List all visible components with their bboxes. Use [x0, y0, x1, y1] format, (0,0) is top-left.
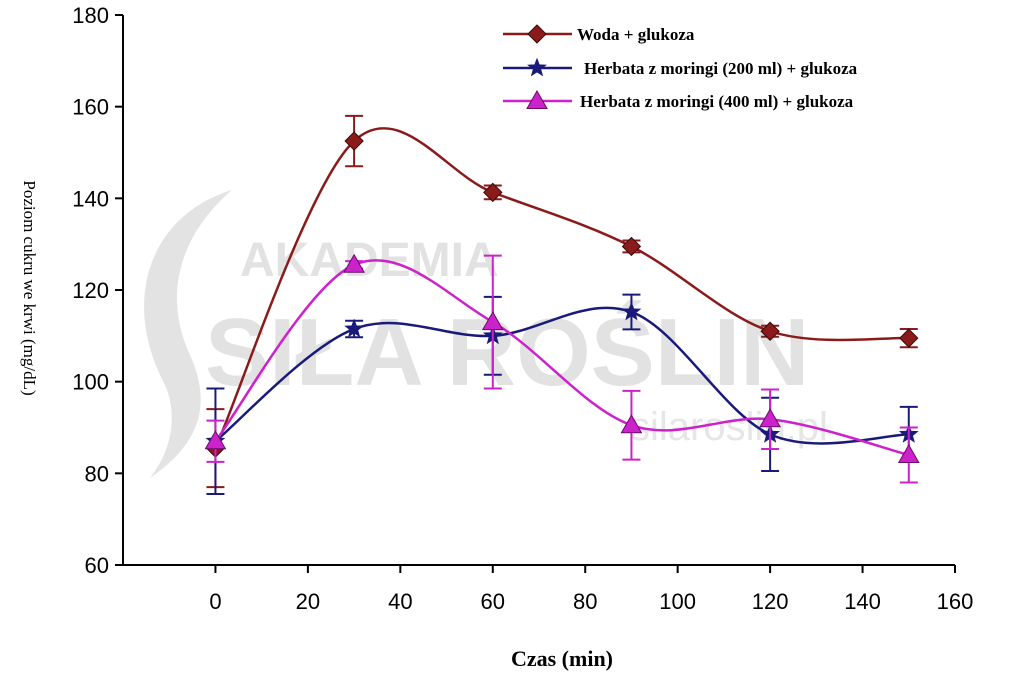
watermark-line2: SIŁA ROŚLIN [205, 299, 809, 406]
legend-marker [527, 24, 547, 44]
data-point [899, 328, 919, 348]
y-axis-title: Poziom cukru we krwi (mg/dL) [20, 180, 39, 395]
data-point [204, 430, 227, 450]
x-tick-label: 0 [209, 589, 221, 614]
data-point [481, 311, 504, 331]
data-point [760, 321, 780, 341]
data-point [343, 253, 365, 273]
data-point [759, 408, 781, 428]
series-layer [204, 114, 920, 495]
x-tick-label: 60 [481, 589, 505, 614]
legend: Woda + glukoza Herbata z moringi (200 ml)… [497, 20, 858, 111]
data-point [344, 318, 365, 338]
watermark: AKADEMIA SIŁA ROŚLIN silaroslin.pl [144, 190, 828, 478]
data-point [620, 414, 643, 434]
data-point [897, 443, 920, 463]
y-tick-label: 80 [85, 461, 109, 486]
series-3 [204, 253, 920, 484]
data-point [621, 301, 642, 321]
legend-label: Herbata z moringi (400 ml) + glukoza [580, 92, 854, 111]
x-tick-label: 140 [844, 589, 881, 614]
x-tick-label: 100 [659, 589, 696, 614]
y-tick-label: 60 [85, 553, 109, 578]
x-tick-label: 80 [573, 589, 597, 614]
axes: 60 80 100 120 140 160 180 0 20 40 60 80 100 120 140 160 [72, 3, 973, 614]
watermark-swoosh [144, 190, 232, 478]
data-point [344, 131, 364, 151]
legend-label: Woda + glukoza [577, 25, 695, 44]
y-tick-label: 180 [72, 3, 109, 28]
x-tick-label: 120 [752, 589, 789, 614]
y-tick-label: 120 [72, 278, 109, 303]
y-tick-label: 100 [72, 370, 109, 395]
data-point [621, 236, 642, 257]
x-tick-label: 20 [296, 589, 320, 614]
data-point [483, 182, 503, 203]
legend-marker [527, 57, 547, 77]
x-axis-title: Czas (min) [511, 646, 613, 671]
x-tick-label: 40 [388, 589, 412, 614]
y-tick-label: 160 [72, 95, 109, 120]
series-line [214, 306, 909, 445]
x-tick-label: 160 [937, 589, 974, 614]
y-tick-label: 140 [72, 186, 109, 211]
legend-marker [526, 89, 548, 109]
legend-label: Herbata z moringi (200 ml) + glukoza [584, 59, 858, 78]
